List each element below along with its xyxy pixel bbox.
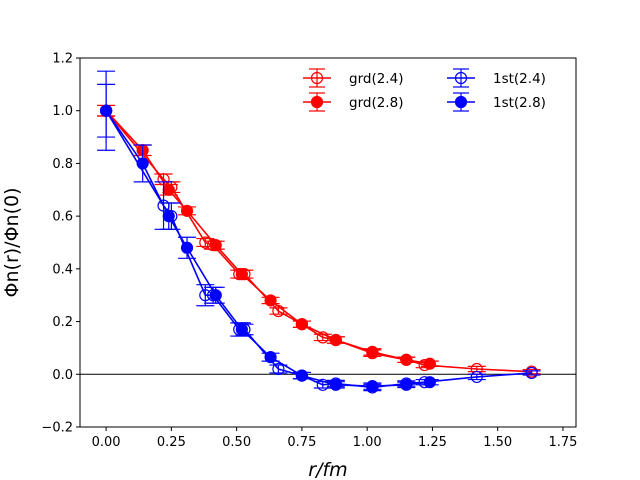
data-point — [209, 239, 222, 252]
legend-item: 1st(2.8) — [447, 92, 546, 112]
y-tick-label: −0.2 — [41, 421, 73, 436]
data-point — [264, 294, 277, 307]
series-grd(2.4) — [97, 104, 541, 378]
legend-marker — [310, 95, 324, 109]
y-tick-label: 1.2 — [52, 52, 73, 67]
data-point — [295, 369, 308, 382]
data-point — [162, 183, 175, 196]
x-tick-label: 1.00 — [353, 435, 382, 450]
data-point — [366, 380, 379, 393]
data-point — [525, 366, 538, 380]
data-point — [423, 357, 436, 370]
x-tick-label: 0.25 — [157, 435, 186, 450]
data-point — [180, 241, 194, 254]
x-tick-label: 1.75 — [548, 435, 577, 450]
legend-item: grd(2.8) — [303, 92, 403, 112]
y-tick-label: 0.2 — [52, 315, 73, 330]
data-point — [235, 323, 248, 336]
data-point — [400, 353, 413, 366]
x-tick-label: 0.50 — [222, 435, 251, 450]
data-point — [295, 318, 308, 331]
data-point — [272, 362, 285, 376]
legend: grd(2.4) grd(2.8) 1st(2.4) 1st(2.8) — [303, 68, 546, 112]
plot-frame — [79, 57, 577, 428]
series-1st(2.4) — [97, 70, 541, 394]
data-point — [209, 289, 222, 302]
data-point — [329, 333, 342, 347]
data-point — [329, 378, 342, 391]
legend-item: 1st(2.4) — [447, 68, 546, 88]
data-point — [366, 345, 379, 358]
legend-marker — [454, 95, 468, 109]
x-tick-label: 1.25 — [418, 435, 447, 450]
data-point — [136, 157, 149, 170]
y-tick-label: 0.4 — [52, 262, 73, 277]
legend-item: grd(2.4) — [303, 68, 403, 88]
data-point — [423, 376, 436, 389]
y-tick-label: 0.0 — [52, 368, 73, 383]
data-point — [316, 378, 329, 391]
x-tick-label: 0.75 — [287, 435, 316, 450]
legend-label: grd(2.4) — [349, 71, 403, 87]
data-point — [180, 204, 194, 217]
y-tick-label: 0.8 — [52, 157, 73, 172]
legend-label: 1st(2.8) — [493, 95, 546, 111]
data-point — [470, 370, 483, 384]
legend-label: grd(2.8) — [349, 95, 403, 111]
data-point — [162, 210, 175, 223]
series-grd(2.8) — [97, 104, 439, 370]
series-line — [105, 110, 430, 365]
series-line — [105, 110, 532, 389]
data-point — [400, 378, 413, 391]
legend-label: 1st(2.4) — [493, 71, 546, 87]
y-tick-label: 1.0 — [52, 104, 73, 119]
series-1st(2.8) — [97, 83, 439, 393]
data-point — [235, 268, 248, 281]
x-tick-label: 1.50 — [483, 435, 512, 450]
series-line — [105, 110, 430, 387]
y-tick-label: 0.6 — [52, 210, 73, 225]
y-axis-label: Φn(r)/Φn(0) — [1, 188, 23, 298]
data-point — [264, 351, 277, 364]
x-tick-label: 0.00 — [92, 435, 121, 450]
legend-marker — [310, 71, 324, 85]
data-point — [100, 104, 113, 117]
x-axis-label: r/fm — [308, 459, 347, 480]
legend-marker — [454, 71, 468, 85]
